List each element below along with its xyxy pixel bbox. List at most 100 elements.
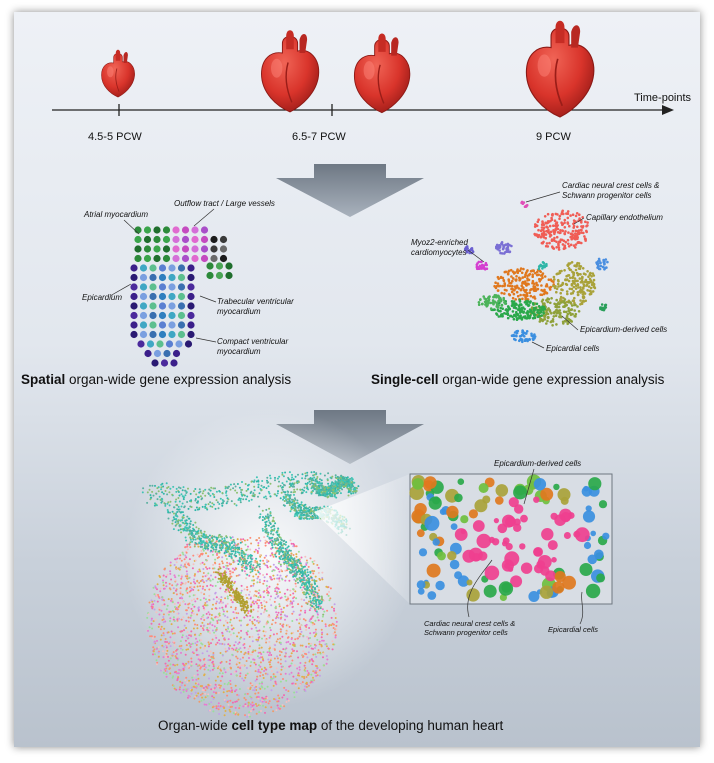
map-cell: [152, 586, 155, 589]
map-cell: [186, 529, 189, 531]
sc-cell: [566, 216, 570, 220]
map-cell: [208, 664, 211, 667]
map-cell: [318, 605, 321, 608]
map-cell: [205, 703, 208, 706]
sc-cell: [561, 209, 564, 213]
map-cell: [232, 571, 234, 574]
sc-cell: [533, 232, 536, 236]
map-cell: [252, 584, 255, 587]
map-cell: [218, 565, 221, 568]
sc-cell: [515, 275, 518, 278]
map-cell: [173, 564, 176, 566]
map-cell: [286, 698, 289, 700]
sc-cell: [544, 244, 548, 248]
map-cell: [165, 665, 168, 668]
map-cell: [162, 574, 165, 577]
map-cell: [259, 596, 262, 598]
map-cell: [274, 476, 276, 479]
map-cell: [223, 637, 226, 640]
sc-cell: [510, 275, 513, 278]
map-cell: [316, 674, 319, 677]
map-cell: [289, 549, 292, 552]
sc-cell: [501, 284, 504, 288]
map-cell: [183, 624, 186, 627]
map-cell: [238, 560, 241, 563]
map-cell: [263, 517, 266, 520]
map-cell: [187, 580, 190, 583]
map-cell: [211, 638, 214, 641]
map-cell: [210, 542, 213, 545]
map-cell: [216, 685, 219, 688]
map-cell: [249, 571, 252, 574]
spatial-dot: [130, 264, 138, 272]
sc-cell: [574, 287, 578, 290]
map-cell: [197, 496, 200, 499]
sc-cell: [566, 292, 569, 296]
map-cell: [244, 564, 247, 567]
map-cell: [196, 613, 199, 616]
sc-cell: [535, 302, 539, 306]
map-cell: [279, 563, 282, 566]
map-cell: [155, 594, 158, 597]
sc-cell: [533, 316, 537, 320]
map-cell: [249, 664, 252, 667]
map-cell: [327, 482, 330, 485]
sc-cell: [568, 287, 572, 291]
map-cell: [228, 708, 231, 711]
map-cell: [158, 613, 161, 616]
map-cell: [255, 678, 258, 681]
map-cell: [218, 539, 221, 542]
map-cell: [268, 507, 271, 510]
map-cell: [306, 670, 309, 672]
map-cell: [224, 554, 227, 557]
map-cell: [252, 689, 255, 692]
map-cell: [264, 608, 267, 611]
map-cell: [210, 574, 212, 577]
map-cell: [150, 496, 152, 499]
map-cell: [239, 637, 242, 640]
map-cell: [172, 685, 175, 687]
map-cell: [177, 486, 180, 489]
map-cell: [324, 623, 327, 626]
map-cell: [315, 655, 318, 658]
sc-cell: [520, 306, 524, 310]
map-cell: [308, 595, 311, 598]
sc-cell: [585, 224, 588, 228]
map-cell: [240, 493, 243, 496]
map-cell: [192, 588, 195, 591]
sc-cell: [512, 288, 515, 292]
map-cell: [185, 566, 188, 569]
map-cell: [288, 564, 291, 567]
label-myoz2-1: Myoz2-enriched: [411, 238, 468, 247]
map-cell: [197, 609, 200, 612]
map-cell: [309, 597, 312, 600]
map-cell: [187, 648, 190, 651]
map-cell: [278, 591, 281, 594]
map-cell: [230, 648, 233, 651]
map-cell: [279, 546, 282, 548]
map-cell: [282, 490, 285, 493]
map-cell: [314, 619, 317, 622]
map-cell: [247, 597, 250, 600]
map-cell: [166, 670, 168, 673]
map-cell: [250, 480, 253, 483]
sc-cell: [495, 243, 499, 247]
sc-cell: [545, 322, 548, 325]
map-cell: [223, 537, 226, 540]
map-cell: [186, 543, 189, 546]
map-cell: [227, 568, 230, 570]
map-cell: [238, 688, 241, 690]
map-cell: [306, 474, 309, 477]
map-cell: [212, 598, 215, 601]
map-cell: [203, 604, 206, 606]
map-cell: [229, 570, 231, 573]
map-cell: [243, 560, 246, 563]
map-cell: [285, 641, 288, 644]
map-cell: [236, 548, 239, 551]
sc-cell: [561, 243, 565, 246]
map-cell: [255, 685, 258, 688]
map-cell: [239, 538, 242, 541]
map-cell: [198, 508, 201, 511]
map-cell: [238, 497, 241, 500]
map-cell: [237, 498, 240, 501]
